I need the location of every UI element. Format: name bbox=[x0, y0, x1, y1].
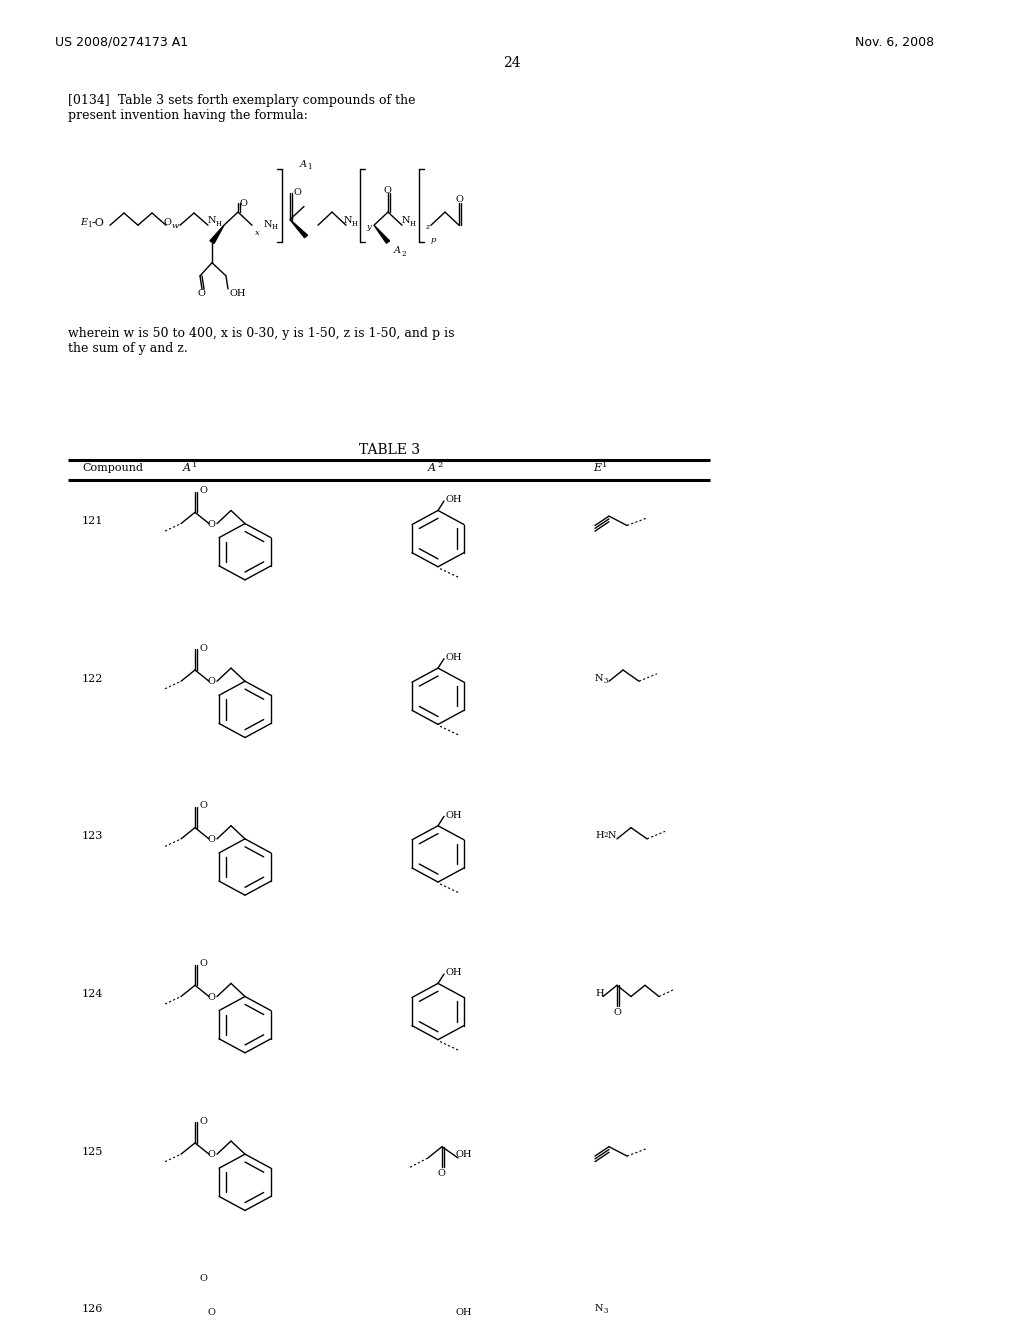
Text: A: A bbox=[428, 462, 436, 473]
Text: 24: 24 bbox=[503, 57, 521, 70]
Text: A: A bbox=[183, 462, 191, 473]
Text: O: O bbox=[455, 195, 463, 205]
Text: 2: 2 bbox=[603, 832, 607, 840]
Text: Compound: Compound bbox=[82, 462, 143, 473]
Text: y: y bbox=[366, 223, 371, 231]
Text: 1: 1 bbox=[307, 164, 311, 172]
Text: O: O bbox=[438, 1170, 445, 1179]
Text: 2: 2 bbox=[402, 249, 407, 257]
Polygon shape bbox=[374, 226, 389, 243]
Text: O: O bbox=[198, 289, 206, 298]
Text: A: A bbox=[394, 246, 401, 255]
Text: 3: 3 bbox=[603, 677, 607, 685]
Text: OH: OH bbox=[456, 1308, 472, 1317]
Text: O: O bbox=[199, 1117, 207, 1126]
Text: O: O bbox=[384, 186, 392, 195]
Text: E: E bbox=[80, 218, 87, 227]
Text: A: A bbox=[300, 160, 307, 169]
Text: 121: 121 bbox=[82, 516, 103, 527]
Text: O: O bbox=[207, 677, 215, 686]
Text: N: N bbox=[402, 216, 411, 224]
Text: 3: 3 bbox=[603, 1307, 607, 1315]
Text: [0134]  Table 3 sets forth exemplary compounds of the: [0134] Table 3 sets forth exemplary comp… bbox=[68, 94, 416, 107]
Text: 123: 123 bbox=[82, 832, 103, 841]
Text: OH: OH bbox=[445, 495, 462, 504]
Text: O: O bbox=[207, 1308, 215, 1317]
Text: O: O bbox=[207, 993, 215, 1002]
Text: 2: 2 bbox=[437, 461, 442, 469]
Text: p: p bbox=[431, 236, 436, 244]
Text: N: N bbox=[608, 832, 616, 841]
Text: N: N bbox=[208, 216, 216, 224]
Text: H: H bbox=[272, 223, 278, 231]
Text: OH: OH bbox=[445, 810, 462, 820]
Text: TABLE 3: TABLE 3 bbox=[359, 444, 421, 457]
Text: O: O bbox=[199, 486, 207, 495]
Text: present invention having the formula:: present invention having the formula: bbox=[68, 108, 308, 121]
Text: O: O bbox=[613, 1007, 621, 1016]
Polygon shape bbox=[290, 219, 307, 238]
Text: z: z bbox=[425, 223, 429, 231]
Text: H: H bbox=[410, 219, 416, 227]
Text: O: O bbox=[207, 836, 215, 843]
Text: N: N bbox=[264, 219, 272, 228]
Text: -O: -O bbox=[92, 218, 104, 227]
Text: H: H bbox=[216, 219, 222, 227]
Text: OH: OH bbox=[445, 969, 462, 977]
Text: 1: 1 bbox=[87, 222, 91, 230]
Text: O: O bbox=[207, 1151, 215, 1159]
Text: O: O bbox=[199, 801, 207, 810]
Text: O: O bbox=[199, 644, 207, 652]
Text: H: H bbox=[595, 989, 603, 998]
Text: 125: 125 bbox=[82, 1147, 103, 1156]
Text: 1: 1 bbox=[602, 461, 607, 469]
Text: Nov. 6, 2008: Nov. 6, 2008 bbox=[855, 36, 934, 49]
Text: OH: OH bbox=[229, 289, 246, 298]
Text: w: w bbox=[172, 222, 179, 231]
Text: 122: 122 bbox=[82, 673, 103, 684]
Text: 126: 126 bbox=[82, 1304, 103, 1315]
Text: O: O bbox=[163, 218, 171, 227]
Text: O: O bbox=[294, 187, 302, 197]
Text: O: O bbox=[207, 520, 215, 529]
Text: N: N bbox=[595, 1304, 603, 1313]
Text: OH: OH bbox=[456, 1151, 472, 1159]
Text: 1: 1 bbox=[193, 461, 198, 469]
Text: H: H bbox=[595, 832, 603, 841]
Text: N: N bbox=[344, 216, 352, 224]
Text: US 2008/0274173 A1: US 2008/0274173 A1 bbox=[55, 36, 188, 49]
Text: O: O bbox=[199, 1274, 207, 1283]
Text: the sum of y and z.: the sum of y and z. bbox=[68, 342, 187, 355]
Text: OH: OH bbox=[445, 653, 462, 663]
Text: x: x bbox=[255, 228, 260, 238]
Text: O: O bbox=[199, 960, 207, 968]
Text: H: H bbox=[352, 219, 358, 227]
Text: N: N bbox=[595, 673, 603, 682]
Polygon shape bbox=[210, 226, 224, 243]
Text: 124: 124 bbox=[82, 989, 103, 999]
Text: E: E bbox=[593, 462, 601, 473]
Text: wherein w is 50 to 400, x is 0-30, y is 1-50, z is 1-50, and p is: wherein w is 50 to 400, x is 0-30, y is … bbox=[68, 326, 455, 339]
Text: O: O bbox=[240, 199, 248, 209]
